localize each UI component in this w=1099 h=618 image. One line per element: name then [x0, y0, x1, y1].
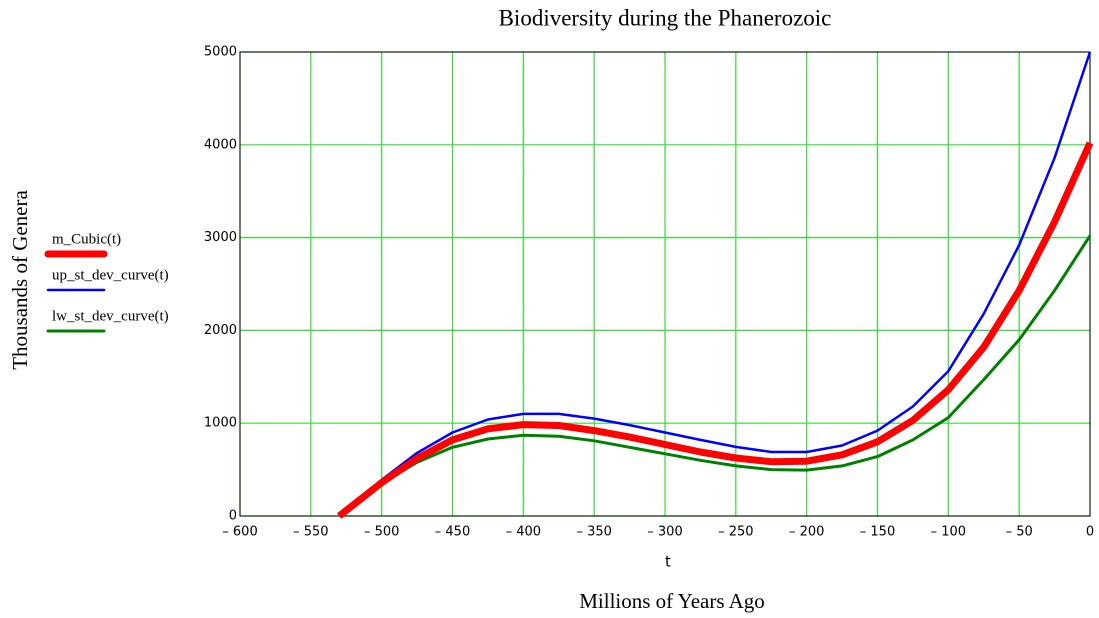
x-tick-label: – 300 — [647, 525, 682, 540]
x-tick-label: – 200 — [789, 525, 824, 540]
legend-label: up_st_dev_curve(t) — [52, 267, 169, 283]
x-axis-label: t — [665, 553, 671, 571]
y-tick-label: 3000 — [204, 230, 237, 245]
x-tick-label: – 450 — [435, 525, 470, 540]
x-tick-label: – 350 — [576, 525, 611, 540]
x-tick-label: – 600 — [222, 525, 257, 540]
x-tick-label: – 550 — [293, 525, 328, 540]
y-tick-label: 4000 — [204, 137, 237, 152]
y-tick-label: 5000 — [204, 45, 237, 60]
x-axis-sublabel: Millions of Years Ago — [579, 589, 765, 613]
line-series — [338, 51, 1092, 517]
legend-label: m_Cubic(t) — [52, 231, 121, 247]
y-axis-label: Thousands of Genera — [8, 190, 32, 370]
x-tick-label: – 400 — [506, 525, 541, 540]
x-tick-label: 0 — [1086, 525, 1094, 540]
chart-title: Biodiversity during the Phanerozoic — [499, 5, 832, 30]
y-tick-label: 1000 — [204, 416, 237, 431]
x-tick-label: – 50 — [1006, 525, 1033, 540]
x-tick-label: – 150 — [860, 525, 895, 540]
line-series — [337, 141, 1094, 519]
x-tick-label: – 500 — [364, 525, 399, 540]
legend-label: lw_st_dev_curve(t) — [52, 308, 169, 324]
line-series — [338, 234, 1092, 518]
y-tick-label: 2000 — [204, 323, 237, 338]
x-tick-label: – 250 — [718, 525, 753, 540]
x-tick-label: – 100 — [931, 525, 966, 540]
y-tick-label: 0 — [229, 509, 237, 524]
plot-frame — [239, 51, 1091, 517]
